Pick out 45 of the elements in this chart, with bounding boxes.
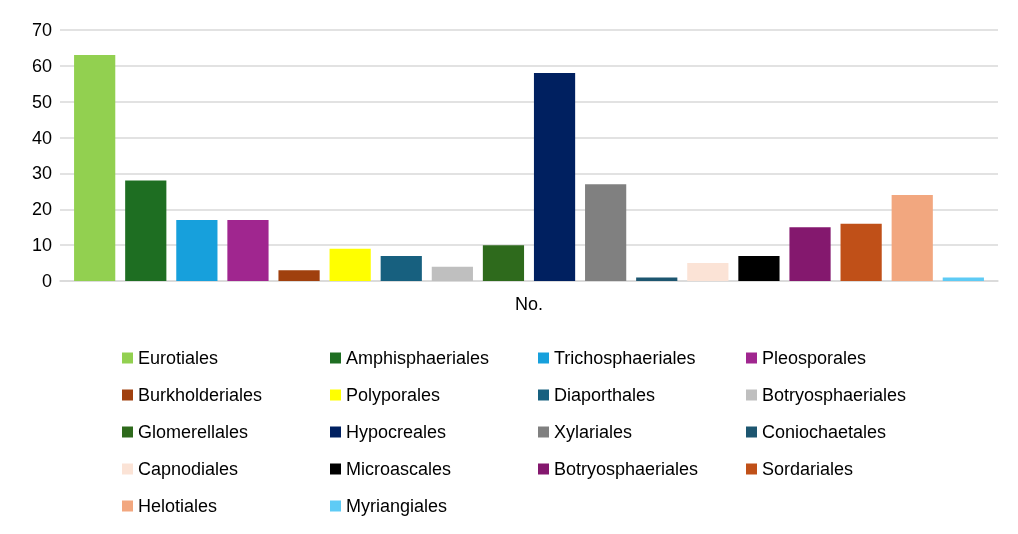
legend-label: Botryosphaeriales <box>554 459 699 479</box>
bar <box>533 73 576 281</box>
bar <box>585 184 627 281</box>
y-tick-label: 40 <box>31 127 52 148</box>
y-tick-label: 70 <box>31 20 52 40</box>
bar <box>74 55 116 281</box>
x-tick-label: No. <box>514 294 544 314</box>
legend-label: Amphisphaeriales <box>346 348 490 368</box>
legend-label: Diaporthales <box>554 385 656 405</box>
bar <box>738 255 780 281</box>
bar <box>329 248 371 281</box>
legend-label: Xylariales <box>554 422 633 442</box>
bar <box>125 180 167 281</box>
y-tick-label: 50 <box>31 91 52 112</box>
legend-label: Burkholderiales <box>138 385 263 405</box>
bar <box>636 277 678 281</box>
legend-label: Sordariales <box>762 459 854 479</box>
bar <box>380 255 422 281</box>
legend-label: Eurotiales <box>138 348 219 368</box>
y-tick-label: 10 <box>31 235 52 256</box>
y-tick-label: 0 <box>41 271 52 291</box>
legend-label: Coniochaetales <box>762 422 887 442</box>
legend-label: Botryosphaeriales <box>762 385 907 405</box>
bar <box>176 220 218 281</box>
y-tick-label: 30 <box>31 163 52 184</box>
legend-label: Myriangiales <box>346 496 448 516</box>
legend-label: Polyporales <box>346 385 441 405</box>
legend-label: Microascales <box>346 459 452 479</box>
legend-label: Glomerellales <box>138 422 249 442</box>
bar <box>482 245 525 281</box>
bar <box>840 223 882 281</box>
bar <box>227 220 269 281</box>
bar <box>942 277 984 281</box>
legend-label: Hypocreales <box>346 422 447 442</box>
legend-label: Capnodiales <box>138 459 239 479</box>
legend-label: Trichosphaeriales <box>554 348 696 368</box>
bar <box>431 266 473 281</box>
bar <box>278 270 320 281</box>
legend-label: Helotiales <box>138 496 218 516</box>
legend-label: Pleosporales <box>762 348 867 368</box>
y-tick-label: 60 <box>31 55 52 76</box>
bar <box>891 194 933 281</box>
bar <box>789 227 831 281</box>
bar <box>687 263 729 281</box>
y-tick-label: 20 <box>31 199 52 220</box>
